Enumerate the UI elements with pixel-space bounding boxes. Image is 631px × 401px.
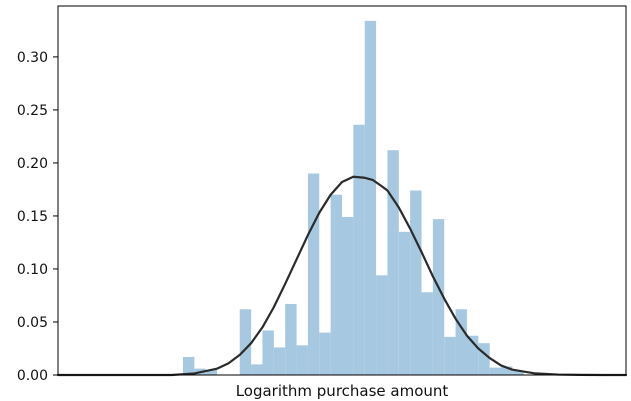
y-tick-label: 0.00 bbox=[17, 368, 48, 384]
histogram-bar bbox=[273, 347, 286, 375]
histogram-bar bbox=[239, 309, 252, 375]
y-tick-label: 0.10 bbox=[17, 262, 48, 278]
histogram-bar bbox=[421, 292, 433, 375]
histogram-bar bbox=[285, 303, 297, 375]
histogram-bar bbox=[262, 330, 274, 375]
histogram-bar bbox=[307, 173, 320, 375]
y-tick-label: 0.20 bbox=[17, 156, 48, 172]
y-axis: 0.00 0.05 0.10 0.15 0.20 0.25 0.30 bbox=[17, 50, 58, 384]
y-tick-label: 0.25 bbox=[17, 103, 48, 119]
plot-frame bbox=[57, 5, 627, 376]
density-curve bbox=[56, 175, 628, 377]
histogram-bar bbox=[296, 345, 308, 375]
histogram-bar bbox=[182, 356, 195, 375]
histogram-bar bbox=[489, 367, 502, 375]
histogram-bar bbox=[387, 150, 399, 375]
histogram-bar bbox=[319, 332, 331, 375]
histogram-bar bbox=[251, 364, 263, 375]
y-tick-label: 0.05 bbox=[17, 315, 48, 331]
histogram-bar bbox=[330, 194, 342, 375]
histogram-bar bbox=[432, 219, 445, 375]
histogram-bar bbox=[342, 217, 354, 375]
histogram-bar bbox=[353, 124, 365, 375]
histogram-bar bbox=[205, 369, 218, 375]
histogram-bar bbox=[444, 336, 456, 375]
histogram-bar bbox=[455, 309, 467, 375]
histogram-bar bbox=[410, 190, 422, 375]
x-axis-label: Logarithm purchase amount bbox=[236, 382, 449, 400]
y-tick-label: 0.15 bbox=[17, 209, 48, 225]
histogram-bar bbox=[466, 335, 479, 375]
histogram-bar bbox=[501, 366, 513, 375]
histogram-bar bbox=[512, 370, 524, 375]
histogram-bar bbox=[398, 231, 411, 375]
histogram-bar bbox=[376, 275, 388, 375]
histogram-bar bbox=[364, 20, 377, 376]
y-tick-label: 0.30 bbox=[17, 50, 48, 66]
histogram-bars bbox=[182, 20, 524, 376]
histogram-bar bbox=[478, 343, 490, 375]
